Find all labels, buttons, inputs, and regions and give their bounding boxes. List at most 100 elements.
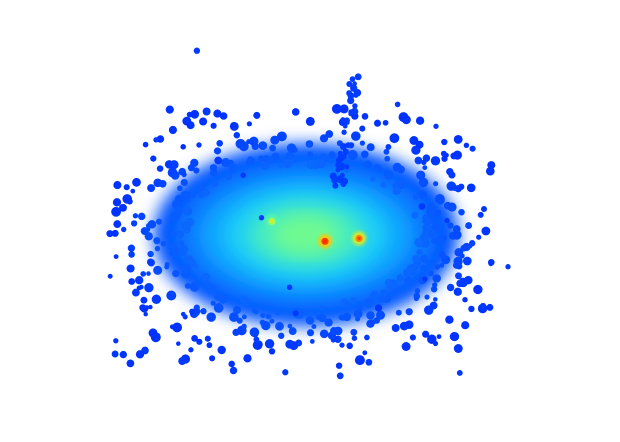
density-hotspots	[264, 214, 367, 249]
data-point	[180, 311, 186, 317]
data-point	[177, 185, 183, 192]
data-point	[350, 84, 358, 92]
data-point	[404, 276, 413, 285]
data-point	[463, 142, 470, 149]
data-point	[150, 155, 157, 162]
data-point	[268, 348, 276, 355]
data-point	[364, 334, 370, 341]
data-point	[288, 327, 297, 336]
outlier-point	[479, 302, 487, 310]
data-point	[349, 297, 357, 305]
data-point	[468, 305, 475, 313]
data-point	[111, 229, 119, 237]
data-point	[168, 125, 177, 135]
data-point	[404, 320, 414, 329]
data-point	[436, 195, 445, 205]
data-point	[306, 329, 315, 337]
data-point	[126, 264, 135, 273]
data-point	[445, 315, 454, 324]
data-point	[412, 255, 420, 263]
data-point	[132, 213, 139, 219]
data-point	[339, 172, 345, 178]
data-point	[422, 165, 428, 171]
data-point	[243, 354, 252, 363]
data-point	[191, 334, 199, 342]
data-point	[236, 317, 243, 324]
data-point	[185, 197, 191, 203]
data-point	[252, 340, 263, 350]
data-point	[269, 144, 276, 152]
data-point	[461, 321, 470, 330]
data-point	[228, 163, 237, 172]
data-point	[249, 136, 259, 146]
outlier-point	[456, 369, 463, 376]
data-point	[436, 334, 442, 339]
data-point	[416, 170, 426, 180]
data-point	[196, 142, 202, 148]
data-point	[384, 155, 391, 162]
data-point	[447, 202, 457, 212]
data-point	[153, 178, 162, 188]
data-point	[306, 151, 314, 158]
data-point	[460, 244, 468, 252]
data-point	[432, 181, 439, 187]
outlier-point	[178, 357, 187, 366]
data-point	[217, 345, 226, 355]
data-point	[169, 160, 179, 170]
outlier-point	[146, 258, 155, 266]
data-point	[364, 160, 372, 169]
data-point	[433, 297, 438, 302]
data-point	[178, 240, 185, 246]
data-point	[480, 205, 488, 213]
outlier-point	[202, 107, 211, 116]
data-point	[359, 140, 366, 146]
data-point	[409, 334, 416, 341]
data-point	[113, 181, 122, 190]
data-point	[430, 156, 441, 166]
data-point	[270, 135, 280, 145]
data-point	[353, 309, 363, 319]
data-point	[422, 330, 430, 338]
data-point	[258, 141, 268, 150]
data-point	[169, 324, 175, 330]
data-point	[176, 341, 181, 346]
data-point	[239, 141, 249, 152]
data-point	[453, 134, 463, 144]
data-point	[193, 167, 200, 174]
outlier-point	[229, 366, 238, 375]
data-point	[301, 309, 309, 317]
data-point	[170, 170, 180, 180]
data-point	[164, 261, 170, 267]
data-point	[366, 143, 375, 152]
data-point	[286, 143, 297, 153]
data-point	[305, 316, 315, 325]
data-point	[182, 116, 192, 126]
data-point	[370, 176, 376, 182]
data-point	[352, 103, 358, 109]
outlier-point	[385, 143, 392, 150]
data-point	[174, 209, 182, 217]
data-point	[423, 217, 432, 226]
data-point	[318, 313, 327, 323]
data-point	[305, 116, 315, 126]
density-halo	[153, 143, 459, 327]
data-point	[209, 355, 216, 362]
data-point	[233, 131, 241, 139]
data-point	[350, 107, 359, 116]
data-point	[465, 222, 473, 230]
data-point	[330, 337, 336, 343]
data-point	[415, 140, 424, 149]
outlier-point	[418, 203, 426, 210]
data-point	[228, 360, 235, 368]
data-point	[341, 153, 347, 160]
data-point	[210, 300, 216, 306]
data-point	[346, 342, 353, 350]
data-point	[384, 169, 389, 174]
outlier-point	[204, 335, 211, 342]
outlier-point	[421, 159, 427, 166]
data-point	[155, 218, 163, 225]
data-point	[160, 240, 167, 247]
data-point	[122, 194, 132, 204]
outlier-point	[365, 358, 373, 366]
data-point	[143, 311, 148, 317]
